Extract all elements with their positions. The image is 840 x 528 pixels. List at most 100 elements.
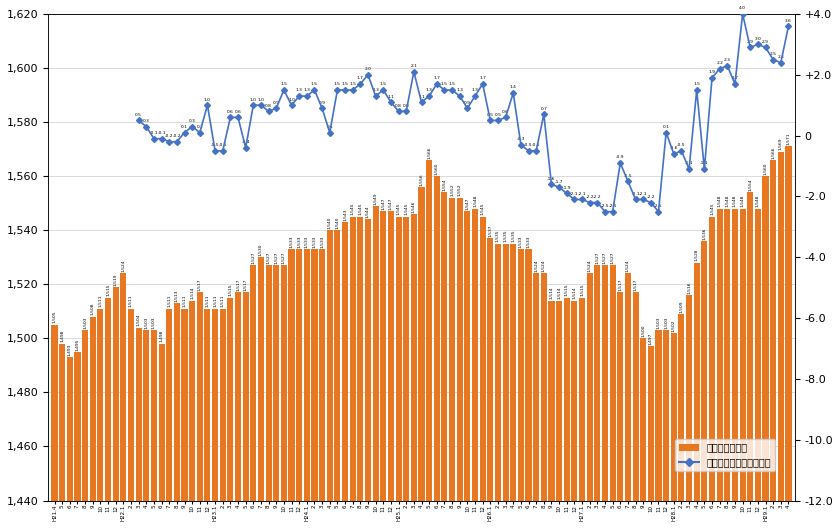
Text: -0.1: -0.1 <box>157 131 165 135</box>
Text: 1,548: 1,548 <box>725 195 729 208</box>
Text: 1,515: 1,515 <box>106 284 110 296</box>
Bar <box>502 244 509 528</box>
Text: -1.5: -1.5 <box>623 174 633 177</box>
Bar <box>288 249 295 528</box>
Text: -1.7: -1.7 <box>555 180 564 184</box>
Text: 1,498: 1,498 <box>60 330 64 342</box>
Text: 1.0: 1.0 <box>258 98 265 101</box>
Bar <box>151 330 157 528</box>
Text: 0.9: 0.9 <box>318 101 326 105</box>
Text: 0.3: 0.3 <box>189 119 196 123</box>
Bar <box>541 274 547 528</box>
Bar <box>472 209 478 528</box>
Bar <box>327 230 333 528</box>
Text: 1,503: 1,503 <box>657 316 660 329</box>
Text: 1.7: 1.7 <box>357 76 364 80</box>
Bar <box>655 330 662 528</box>
Text: 3.6: 3.6 <box>785 18 792 23</box>
Bar <box>113 287 118 528</box>
Text: 1,515: 1,515 <box>228 284 233 296</box>
Text: 1,503: 1,503 <box>152 316 156 329</box>
Bar <box>51 325 58 528</box>
Bar <box>220 308 226 528</box>
Text: 1.3: 1.3 <box>296 89 302 92</box>
Text: -0.5: -0.5 <box>677 143 685 147</box>
Text: 1,533: 1,533 <box>519 235 522 248</box>
Bar <box>97 308 103 528</box>
Text: -0.4: -0.4 <box>241 140 250 144</box>
Text: 1,514: 1,514 <box>557 287 561 299</box>
Bar <box>457 198 463 528</box>
Text: 1,569: 1,569 <box>779 138 783 150</box>
Text: -2.2: -2.2 <box>585 195 594 199</box>
Text: 1,503: 1,503 <box>83 316 87 329</box>
Bar <box>197 293 202 528</box>
Bar <box>571 300 577 528</box>
Text: 1,554: 1,554 <box>748 178 753 191</box>
Text: 1,545: 1,545 <box>350 203 354 215</box>
Bar <box>228 298 234 528</box>
Text: 0.1: 0.1 <box>326 125 333 129</box>
Bar <box>495 244 501 528</box>
Bar <box>602 266 608 528</box>
Text: 1,509: 1,509 <box>680 300 684 313</box>
Text: 1,503: 1,503 <box>144 316 149 329</box>
Text: 1,549: 1,549 <box>374 192 378 204</box>
Legend: 平均時給（円）, 前年同月比増減率（％）: 平均時給（円）, 前年同月比増減率（％） <box>675 439 774 472</box>
Bar <box>617 293 623 528</box>
Text: 1,533: 1,533 <box>290 235 293 248</box>
Text: 1,548: 1,548 <box>756 195 760 208</box>
Text: 0.5: 0.5 <box>487 113 494 117</box>
Bar <box>396 216 402 528</box>
Text: 1.0: 1.0 <box>249 98 257 101</box>
Text: 1.3: 1.3 <box>426 89 433 92</box>
Text: 1,547: 1,547 <box>389 197 393 210</box>
Bar <box>663 330 669 528</box>
Bar <box>334 230 340 528</box>
Bar <box>610 266 616 528</box>
Bar <box>403 216 409 528</box>
Text: -2.5: -2.5 <box>601 204 609 208</box>
Bar <box>159 344 165 528</box>
Text: 1,515: 1,515 <box>564 284 569 296</box>
Text: 1,524: 1,524 <box>121 260 125 272</box>
Text: 1,524: 1,524 <box>626 260 630 272</box>
Text: -2.5: -2.5 <box>654 204 663 208</box>
Text: 1,517: 1,517 <box>244 279 248 291</box>
Text: 1.7: 1.7 <box>732 76 738 80</box>
Bar <box>426 160 433 528</box>
Text: -2.5: -2.5 <box>608 204 617 208</box>
Bar <box>556 300 562 528</box>
Text: 1,543: 1,543 <box>343 208 347 221</box>
Text: 1,535: 1,535 <box>504 230 507 242</box>
Text: 1,548: 1,548 <box>733 195 737 208</box>
Text: 1.5: 1.5 <box>311 82 318 87</box>
Text: 1,517: 1,517 <box>618 279 622 291</box>
Text: 1,544: 1,544 <box>366 205 370 218</box>
Bar <box>349 216 356 528</box>
Text: 1,556: 1,556 <box>419 173 423 186</box>
Text: -1.6: -1.6 <box>547 177 556 181</box>
Bar <box>633 293 638 528</box>
Text: 1.5: 1.5 <box>334 82 341 87</box>
Text: 1,545: 1,545 <box>404 203 408 215</box>
Text: -1.1: -1.1 <box>700 162 709 165</box>
Text: -2.1: -2.1 <box>639 192 648 196</box>
Text: 1.7: 1.7 <box>480 76 486 80</box>
Text: 1,552: 1,552 <box>458 184 462 196</box>
Text: 1,566: 1,566 <box>771 146 775 158</box>
Bar <box>250 266 256 528</box>
Text: 1.3: 1.3 <box>471 89 479 92</box>
Text: -2.2: -2.2 <box>593 195 601 199</box>
Text: 1,508: 1,508 <box>91 303 95 315</box>
Text: -0.5: -0.5 <box>532 143 540 147</box>
Text: -0.6: -0.6 <box>669 146 678 150</box>
Bar <box>312 249 318 528</box>
Text: 1,560: 1,560 <box>435 162 438 175</box>
Text: 1,511: 1,511 <box>98 295 102 307</box>
Text: 1,537: 1,537 <box>488 224 492 237</box>
Bar <box>679 314 685 528</box>
Text: -2.2: -2.2 <box>647 195 655 199</box>
Text: 1,516: 1,516 <box>687 281 691 294</box>
Text: 1,548: 1,548 <box>741 195 744 208</box>
